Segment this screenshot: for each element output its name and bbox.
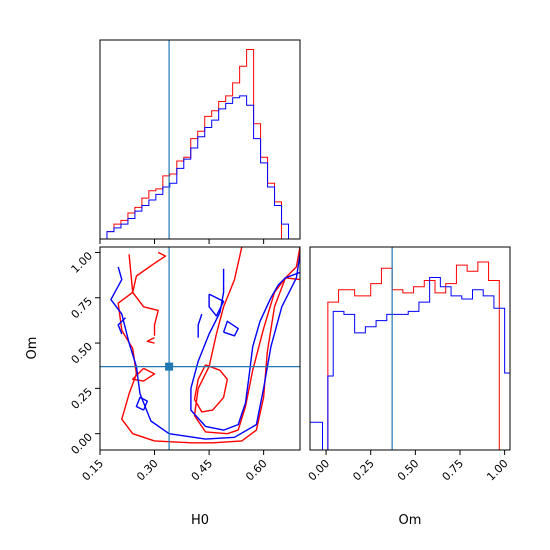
contour-y-tick-label: 0.25 — [69, 385, 96, 412]
contour-x-tick-label: 0.45 — [189, 457, 216, 484]
contour-x-tick-label: 0.60 — [243, 457, 270, 484]
hist-Om-frame — [309, 246, 511, 451]
hist-Om-x-tick-label: 0.25 — [350, 457, 377, 484]
hist-Om-x-tick-label: 0.00 — [306, 457, 333, 484]
hist-Om-series-b — [309, 276, 511, 451]
contour-y-tick-label: 0.50 — [69, 340, 96, 367]
contour-x-tick-label: 0.30 — [134, 457, 161, 484]
contour-series-a-1 — [193, 247, 300, 435]
x-axis-label-H0: H0 — [191, 513, 209, 528]
contour-series-b-4 — [117, 317, 126, 335]
hist-H0-series — [100, 48, 300, 240]
contour-series-b-1 — [190, 268, 300, 431]
y-axis-label-Om: Om — [25, 337, 40, 360]
hist-H0-frame — [99, 39, 301, 240]
contour-y-tick-label: 1.00 — [69, 249, 96, 276]
contour-series-b-6 — [222, 320, 239, 337]
hist-H0-series-a — [100, 48, 300, 240]
panel-hist-Om: 0.00 0.25 0.50 0.75 1.00 — [306, 246, 511, 484]
contour-series-b-3 — [208, 293, 225, 317]
contour-series-a-3 — [132, 251, 167, 336]
contour-y-tick-label: 0.00 — [69, 431, 96, 458]
x-axis-label-Om: Om — [399, 513, 422, 528]
contour-series-a-5 — [146, 336, 155, 344]
hist-Om-series — [309, 261, 511, 451]
contour-frame — [99, 246, 301, 451]
hist-Om-x-tick-label: 1.00 — [484, 457, 511, 484]
contour-series-a-4 — [132, 367, 156, 382]
contour-series-b-5 — [197, 313, 203, 338]
hist-Om-x-tick-label: 0.50 — [395, 457, 422, 484]
contour-x-tick-label: 0.15 — [80, 457, 107, 484]
contour-series-a-0 — [117, 247, 300, 444]
contour-series-a-2 — [193, 364, 228, 413]
truth-marker — [165, 362, 174, 371]
hist-H0-ticks — [99, 239, 265, 244]
hist-H0-series-b — [100, 95, 300, 240]
hist-Om-series-a — [310, 261, 510, 451]
panel-hist-H0 — [99, 39, 301, 244]
panel-contour-H0-Om: 0.15 0.30 0.45 0.60 0.00 0.25 0.50 0.75 1.00 — [69, 246, 301, 484]
hist-Om-x-tick-label: 0.75 — [440, 457, 467, 484]
contour-y-tick-label: 0.75 — [69, 295, 96, 322]
contour-series-b-2 — [135, 396, 148, 411]
